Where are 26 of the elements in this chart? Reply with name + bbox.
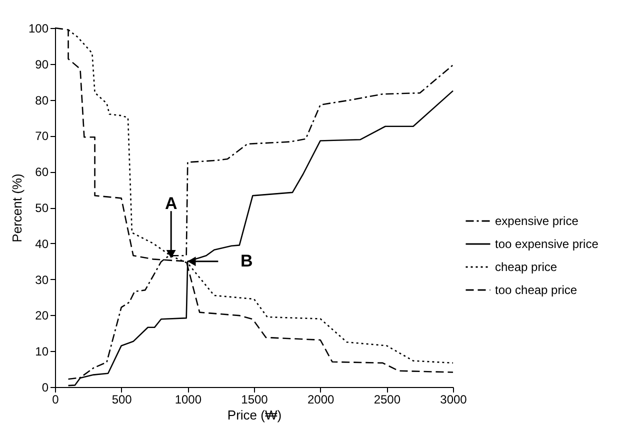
legend-label: too cheap price [495, 283, 578, 297]
x-tick-label: 3000 [440, 392, 468, 406]
y-axis-title: Percent (%) [9, 174, 24, 242]
x-tick-label: 0 [52, 392, 60, 406]
annotation: B [240, 251, 253, 270]
y-tick-label: 50 [35, 201, 49, 215]
x-tick-label: 500 [112, 392, 132, 406]
y-tick-label: 30 [35, 272, 49, 287]
x-tick-label: 2500 [374, 392, 401, 406]
y-tick-label: 100 [28, 22, 49, 36]
y-tick-label: 90 [35, 57, 49, 72]
y-tick-label: 80 [35, 93, 49, 108]
y-tick-label: 20 [35, 308, 49, 323]
annotation: A [164, 194, 178, 214]
legend-label: expensive price [495, 214, 579, 228]
x-axis-title: Price (₩) [227, 408, 282, 422]
x-tick-label: 1000 [174, 392, 202, 406]
legend-label: cheap price [495, 260, 558, 274]
y-tick-label: 60 [35, 165, 49, 180]
x-tick-label: 2000 [307, 392, 335, 406]
y-tick-label: 10 [35, 344, 49, 359]
y-tick-label: 70 [35, 129, 49, 144]
y-tick-label: 40 [35, 236, 49, 251]
legend-label: too expensive price [495, 237, 599, 251]
y-tick-label: 0 [42, 380, 49, 394]
x-tick-label: 1500 [241, 392, 268, 406]
